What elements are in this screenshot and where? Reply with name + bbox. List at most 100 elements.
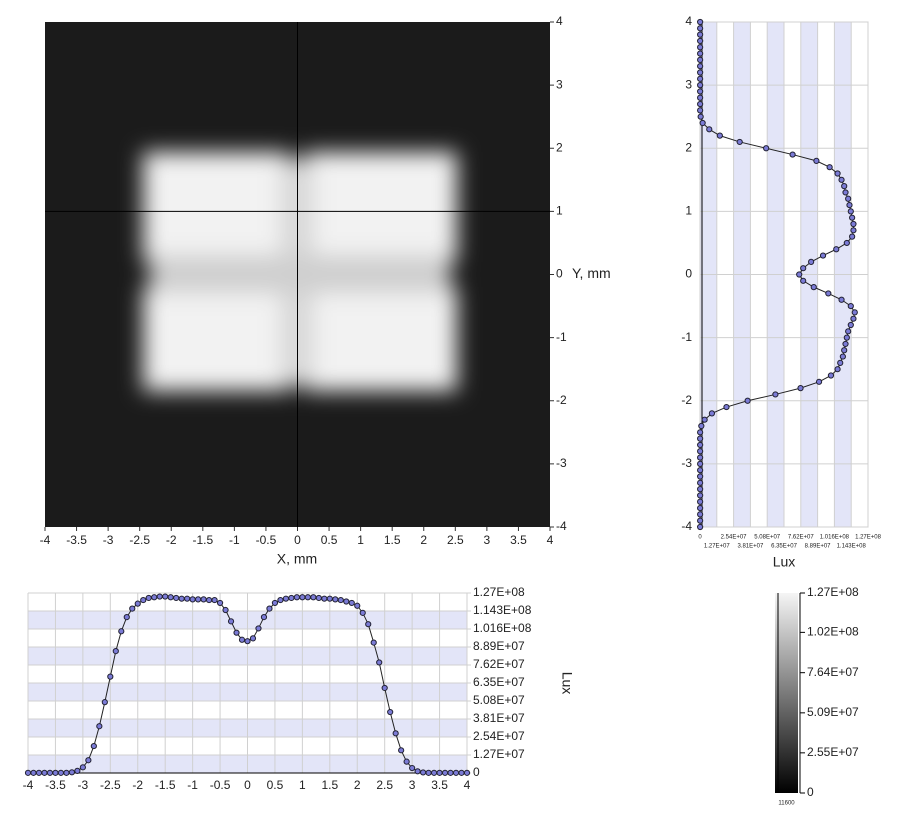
data-point — [842, 340, 849, 348]
data-point — [847, 302, 854, 310]
x-tick-label: 2 — [354, 778, 361, 792]
data-point — [697, 88, 704, 95]
data-point — [167, 594, 174, 601]
data-point — [697, 429, 704, 436]
data-point — [716, 132, 723, 139]
x-tick-label: -2.5 — [129, 533, 150, 547]
data-point — [847, 321, 854, 329]
data-point — [129, 605, 136, 612]
data-point — [74, 767, 81, 774]
data-point — [216, 599, 224, 607]
data-point — [838, 176, 845, 183]
y-tick-label: 7.62E+07 — [473, 657, 525, 671]
data-point — [304, 594, 311, 601]
data-point — [238, 636, 246, 643]
data-point — [463, 769, 471, 776]
y-axis-label: Lux — [559, 672, 575, 695]
x-tick-label: -4 — [40, 533, 51, 547]
data-point — [370, 639, 377, 646]
y-tick-label: 0 — [685, 267, 692, 281]
data-point — [211, 596, 218, 604]
data-point — [697, 448, 704, 455]
x-tick-label: 6.35E+07 — [771, 544, 798, 550]
colorbar-tick-label: 0 — [807, 785, 814, 799]
colorbar-tick-label: 1.02E+08 — [807, 625, 859, 639]
data-point — [337, 596, 344, 604]
data-point — [310, 594, 317, 601]
x-tick-label: 2 — [420, 533, 427, 547]
data-point — [839, 353, 846, 360]
data-point — [797, 385, 804, 392]
x-tick-label: 2.5 — [447, 533, 464, 547]
data-point — [847, 208, 854, 215]
data-point — [841, 347, 848, 354]
y-tick-label: 3.81E+07 — [473, 711, 525, 725]
x-tick-label: -0.5 — [210, 778, 231, 792]
y-tick-label: -2 — [556, 393, 567, 407]
x-tick-label: 0.5 — [321, 533, 338, 547]
data-point — [697, 473, 704, 480]
x-tick-label: -2.5 — [100, 778, 121, 792]
x-axis-label: X, mm — [277, 551, 317, 567]
colorbar-tick-label: 2.55E+07 — [807, 745, 859, 759]
data-point — [697, 50, 704, 57]
data-point — [697, 435, 704, 442]
data-point — [841, 183, 848, 190]
data-point — [843, 239, 850, 247]
data-point — [697, 504, 704, 512]
data-point — [736, 138, 743, 146]
y-tick-label: -2 — [681, 393, 692, 407]
data-point — [101, 699, 108, 706]
data-point — [849, 233, 856, 240]
data-point — [260, 613, 268, 621]
data-point — [838, 296, 845, 303]
data-point — [414, 768, 421, 775]
data-point — [299, 594, 306, 601]
colorbar-tick-label: 1.27E+08 — [807, 585, 859, 599]
data-point — [850, 227, 857, 234]
data-point — [178, 595, 185, 602]
data-point — [222, 606, 229, 614]
y-tick-label: -1 — [681, 330, 692, 344]
x-tick-label: -3 — [103, 533, 114, 547]
x-tick-label: 1.27E+07 — [704, 544, 731, 550]
x-tick-label: -2 — [166, 533, 177, 547]
data-point — [697, 107, 704, 114]
data-point — [68, 769, 76, 776]
y-tick-label: 4 — [685, 14, 692, 28]
data-point — [845, 195, 852, 202]
data-point — [697, 498, 704, 505]
data-point — [156, 593, 163, 600]
data-point — [708, 410, 716, 417]
data-point — [112, 648, 119, 655]
data-point — [723, 403, 730, 411]
data-point — [409, 764, 416, 772]
data-point — [827, 372, 835, 379]
data-point — [63, 769, 70, 776]
y-tick-label: 8.89E+07 — [473, 639, 525, 653]
data-point — [825, 290, 832, 297]
x-tick-label: 5.08E+07 — [754, 535, 781, 541]
data-point — [796, 271, 803, 278]
data-point — [184, 595, 191, 602]
y-tick-label: -1 — [556, 330, 567, 344]
data-point — [282, 595, 290, 602]
y-tick-label: 0 — [556, 267, 563, 281]
y-tick-label: 2.54E+07 — [473, 729, 525, 743]
y-tick-label: 6.35E+07 — [473, 675, 525, 689]
x-tick-label: -0.5 — [256, 533, 277, 547]
x-tick-label: 4 — [464, 778, 471, 792]
x-tick-label: 0 — [244, 778, 251, 792]
x-tick-label: -1.5 — [192, 533, 213, 547]
plots: -4 -3.5 -3 -2.5 -2 -1.5 -1 -0.5 0 0.5 1 1.5 2 2.5 3 3.5… — [23, 14, 882, 806]
data-point — [826, 164, 833, 171]
x-tick-label: -3.5 — [66, 533, 87, 547]
data-point — [834, 170, 841, 177]
data-point — [118, 628, 125, 635]
colorbar-min-label: 11600 — [778, 801, 795, 807]
y-tick-label: -3 — [681, 456, 692, 470]
x-tick-label: 1 — [357, 533, 364, 547]
data-point — [293, 594, 300, 601]
data-point — [699, 119, 706, 127]
data-point — [800, 277, 807, 284]
